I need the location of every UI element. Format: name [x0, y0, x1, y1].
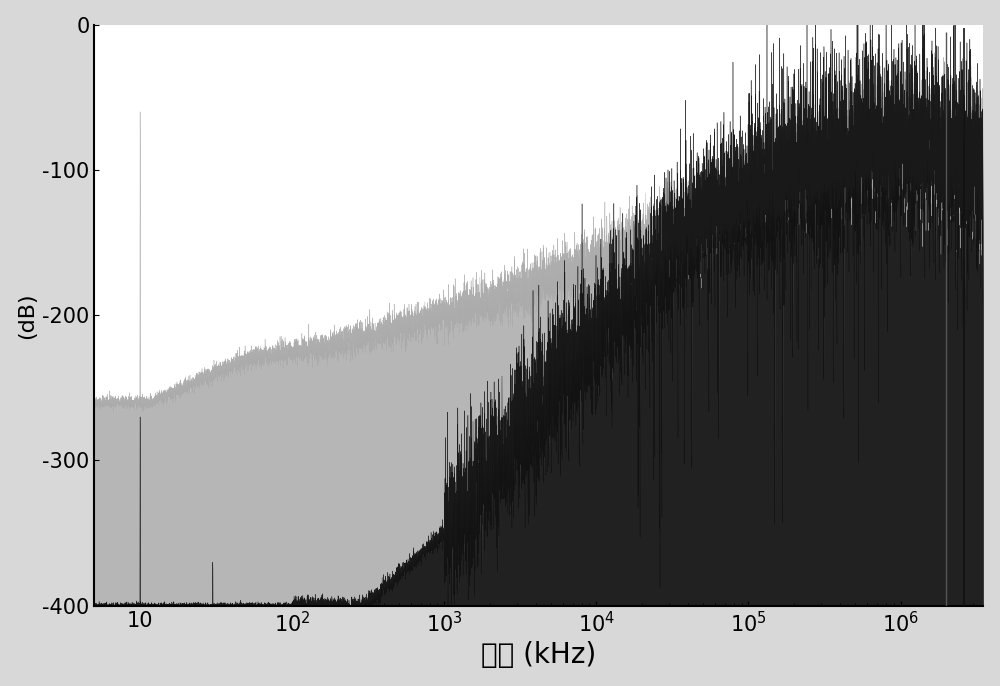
X-axis label: 频率 (kHz): 频率 (kHz): [481, 641, 596, 670]
Y-axis label: (dB): (dB): [17, 292, 37, 338]
